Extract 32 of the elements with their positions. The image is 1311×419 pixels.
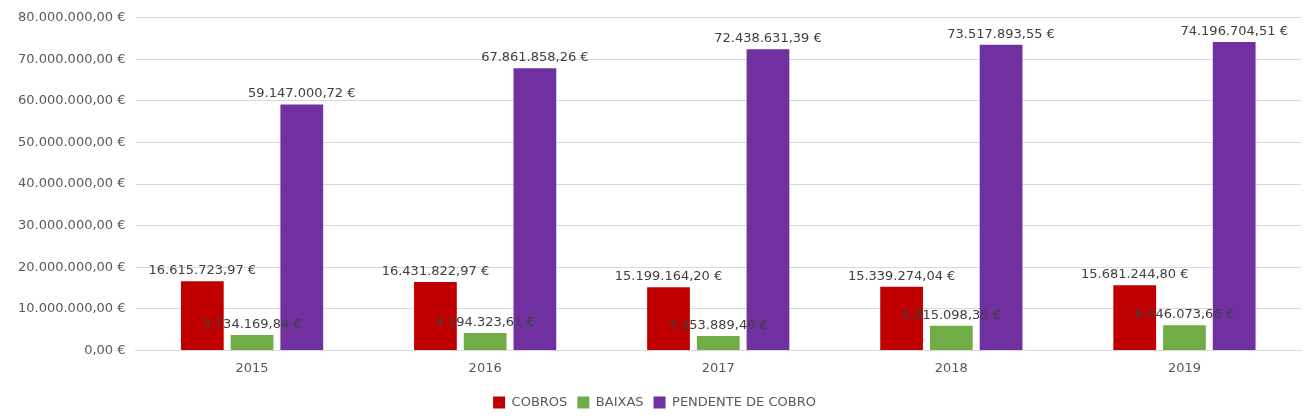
y-tick-label: 50.000.000,00 € — [17, 133, 126, 149]
bar — [1163, 325, 1206, 350]
data-label: 73.517.893,55 € — [947, 25, 1055, 41]
data-label: 15.681.244,80 € — [1080, 266, 1189, 282]
y-tick-label: 80.000.000,00 € — [17, 9, 126, 25]
y-tick-label: 70.000.000,00 € — [17, 50, 126, 66]
x-tick-label: 2019 — [1167, 359, 1201, 375]
x-tick-label: 2018 — [934, 359, 968, 375]
legend-label: COBROS — [511, 393, 568, 409]
y-tick-label: 60.000.000,00 € — [17, 92, 126, 108]
data-label: 16.615.723,97 € — [148, 262, 257, 278]
data-label: 67.861.858,26 € — [481, 49, 589, 65]
bar — [230, 334, 274, 350]
x-tick-label: 2016 — [468, 359, 502, 375]
y-tick-label: 0,00 € — [84, 341, 126, 357]
legend-label: PENDENTE DE COBRO — [672, 393, 816, 409]
x-tick-label: 2015 — [235, 359, 269, 375]
y-tick-label: 40.000.000,00 € — [17, 175, 126, 191]
bar — [929, 325, 973, 350]
data-label: 59.147.000,72 € — [248, 85, 356, 101]
y-tick-label: 30.000.000,00 € — [17, 217, 126, 233]
data-label: 72.438.631,39 € — [714, 30, 822, 46]
y-tick-label: 10.000.000,00 € — [17, 300, 126, 316]
data-label: 16.431.822,97 € — [381, 262, 490, 278]
bar — [463, 332, 507, 350]
legend-label: BAIXAS — [595, 393, 644, 409]
data-label: 15.199.164,20 € — [614, 268, 723, 284]
data-label: 74.196.704,51 € — [1180, 22, 1288, 38]
x-tick-label: 2017 — [701, 359, 735, 375]
data-label: 15.339.274,04 € — [847, 267, 956, 283]
bar — [696, 336, 740, 350]
y-tick-label: 20.000.000,00 € — [17, 258, 126, 274]
